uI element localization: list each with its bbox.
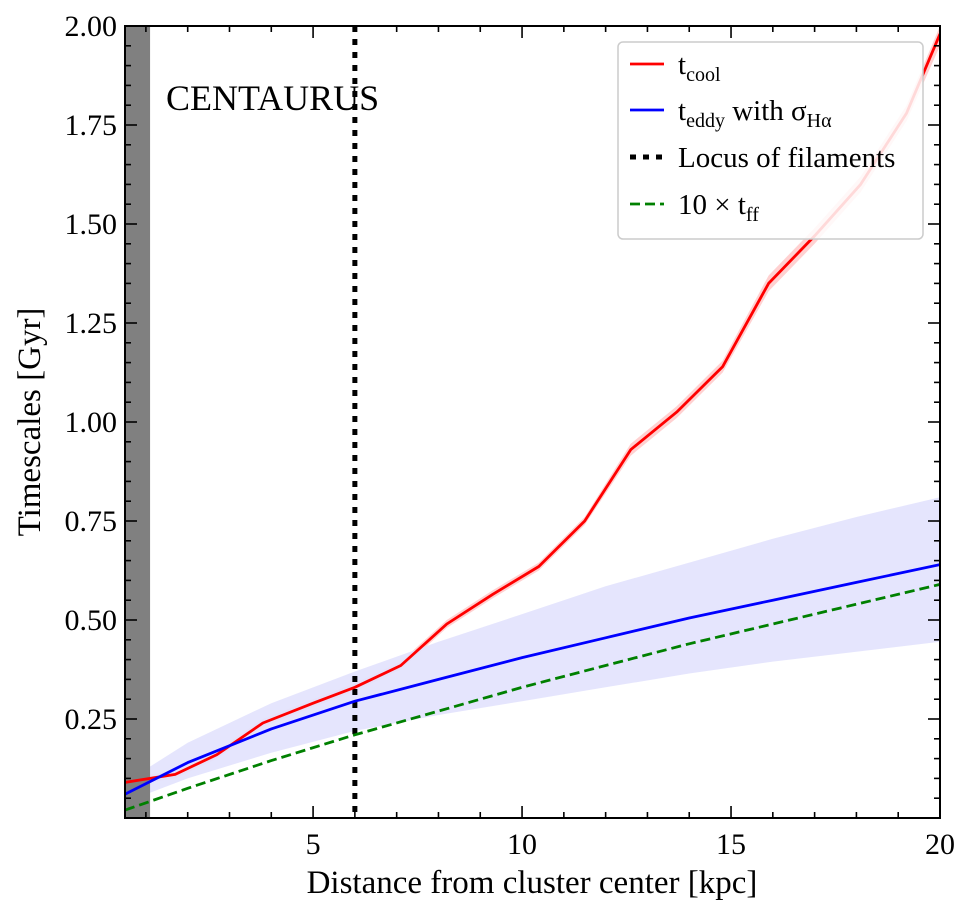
y-tick-label: 1.75 <box>65 109 118 142</box>
legend-label: 10 × tff <box>678 189 759 226</box>
y-tick-label: 0.25 <box>65 703 118 736</box>
x-tick-label: 15 <box>716 828 746 861</box>
series-line-2 <box>125 583 940 812</box>
legend: tcool teddy with σHα Locus of filaments 10 … <box>617 41 924 240</box>
y-tick-label: 1.25 <box>65 307 118 340</box>
uncertainty-bands <box>125 26 940 803</box>
y-tick-label: 0.50 <box>65 604 118 637</box>
y-tick-label: 1.00 <box>65 406 118 439</box>
y-tick-label: 2.00 <box>65 10 118 43</box>
legend-entry-3: 10 × tff <box>630 189 759 226</box>
y-tick-label: 0.75 <box>65 505 118 538</box>
x-axis-label: Distance from cluster center [kpc] <box>307 865 758 901</box>
tick-labels: 5 10 15 20 0.25 0.50 0.75 1.00 1.25 1.50 1.75 2.00 <box>65 10 956 861</box>
legend-entry-0: tcool <box>630 49 721 86</box>
x-tick-label: 10 <box>507 828 537 861</box>
x-tick-label: 20 <box>925 828 955 861</box>
series-line-1 <box>125 563 940 796</box>
y-axis-label: Timescales [Gyr] <box>12 308 48 537</box>
cluster-annotation: CENTAURUS <box>166 78 379 118</box>
axis-ticks <box>125 25 941 818</box>
x-tick-label: 5 <box>306 828 321 861</box>
legend-entry-2: Locus of filaments <box>630 142 895 174</box>
band-series-1 <box>125 497 940 803</box>
y-tick-label: 1.50 <box>65 208 118 241</box>
legend-label: tcool <box>678 49 721 86</box>
legend-label: Locus of filaments <box>678 142 895 174</box>
legend-entry-1: teddy with σHα <box>630 95 832 132</box>
legend-label: teddy with σHα <box>678 95 832 132</box>
legend-box <box>617 41 924 240</box>
